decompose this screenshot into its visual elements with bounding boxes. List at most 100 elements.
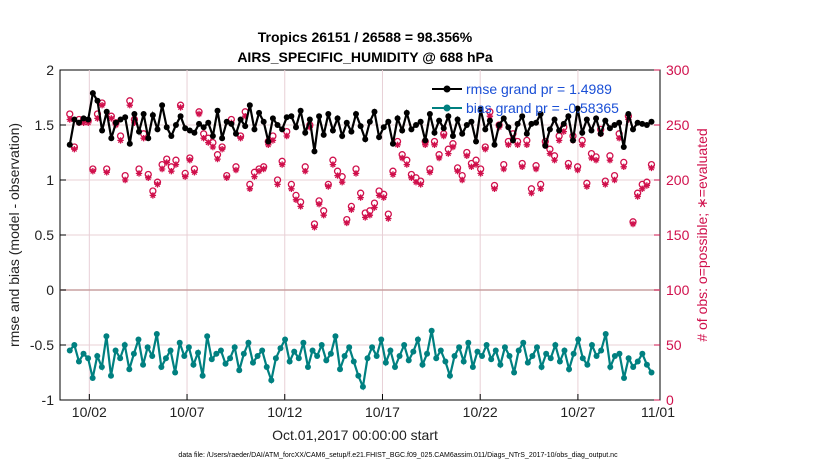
rmse-point [145, 135, 152, 142]
bias-point [634, 358, 641, 365]
bias-point [236, 367, 243, 374]
rmse-point [186, 127, 193, 134]
rmse-point [112, 119, 119, 126]
obs-evaluated-point [283, 132, 290, 140]
obs-evaluated-point [98, 102, 106, 109]
rmse-point [523, 130, 530, 137]
rmse-point [459, 130, 466, 137]
obs-evaluated-point [163, 159, 170, 166]
bias-point [176, 339, 183, 346]
bias-point [318, 342, 325, 348]
rmse-point [362, 136, 369, 143]
bias-point [185, 344, 192, 351]
rmse-point [246, 102, 253, 109]
rmse-point [297, 107, 304, 114]
bias-point [424, 350, 431, 357]
bias-point [584, 361, 591, 368]
obs-evaluated-point [385, 215, 392, 222]
rmse-point [283, 114, 290, 121]
rmse-point [117, 116, 124, 123]
obs-evaluated-point [103, 169, 110, 176]
bias-point [204, 333, 211, 340]
obs-evaluated-point [445, 150, 452, 157]
rmse-point [574, 105, 581, 112]
chart-title-line1: Tropics 26151 / 26588 = 98.356% [258, 29, 473, 45]
y-tick-label-right: 200 [666, 172, 690, 188]
bias-point [552, 342, 559, 348]
obs-evaluated-point [551, 157, 558, 164]
rmse-point [288, 113, 295, 120]
bias-point [391, 364, 398, 370]
bias-point [98, 364, 105, 370]
obs-evaluated-point [394, 141, 401, 148]
obs-evaluated-point [463, 152, 471, 159]
obs-evaluated-point [320, 212, 327, 219]
y-tick-label-right: 0 [666, 392, 674, 408]
obs-evaluated-point [265, 141, 272, 148]
rmse-point [403, 109, 410, 116]
bias-point [254, 353, 261, 359]
bias-point [332, 333, 339, 340]
obs-evaluated-point [140, 135, 147, 142]
x-tick-label: 10/17 [365, 404, 400, 420]
rmse-point [251, 126, 258, 133]
obs-evaluated-point [620, 163, 627, 170]
x-tick-label: 10/27 [560, 404, 595, 420]
rmse-point [140, 111, 147, 117]
obs-evaluated-point [131, 119, 138, 126]
bias-point [341, 353, 348, 359]
bias-point [103, 333, 110, 340]
legend-bias-label: bias grand pr = -0.58365 [466, 100, 619, 116]
rmse-point [611, 122, 618, 128]
y-tick-label-right: 250 [666, 117, 690, 133]
bias-point [71, 342, 78, 348]
obs-evaluated-point [232, 166, 240, 174]
bias-point [107, 372, 114, 379]
obs-evaluated-point [218, 146, 226, 153]
bias-point [373, 353, 380, 359]
obs-evaluated-point [186, 157, 194, 164]
bias-point [419, 361, 426, 368]
bias-point [401, 342, 408, 348]
rmse-point [477, 106, 484, 113]
obs-evaluated-point [366, 212, 374, 219]
bias-point [501, 344, 508, 351]
obs-evaluated-point [514, 141, 521, 148]
obs-evaluated-point [643, 182, 651, 189]
bias-point [121, 342, 128, 348]
rmse-point [454, 116, 461, 123]
bias-point [488, 356, 495, 363]
rmse-point [191, 129, 198, 136]
bias-point [337, 366, 344, 373]
bias-point [195, 349, 202, 356]
obs-evaluated-point [66, 116, 73, 123]
rmse-point [302, 129, 309, 136]
obs-evaluated-point [89, 168, 97, 175]
obs-evaluated-point [237, 135, 244, 142]
obs-evaluated-point [615, 135, 623, 142]
bias-point [451, 353, 458, 359]
bias-point [355, 372, 362, 379]
y-tick-label-right: 150 [666, 227, 690, 243]
obs-evaluated-point [454, 168, 461, 175]
rmse-point [417, 118, 424, 125]
obs-evaluated-point [606, 157, 614, 164]
bias-point [217, 347, 224, 354]
bias-point [75, 358, 82, 365]
obs-evaluated-point [205, 139, 212, 146]
bias-point [474, 348, 481, 355]
rmse-point [505, 124, 512, 131]
bias-point [162, 355, 169, 362]
rmse-point [182, 125, 189, 132]
rmse-point [159, 102, 166, 109]
bias-point [85, 355, 92, 362]
obs-evaluated-point [181, 173, 189, 180]
bias-point [268, 377, 275, 384]
rmse-point [214, 107, 221, 114]
rmse-point [348, 128, 355, 135]
obs-evaluated-point [306, 124, 314, 131]
bias-point [483, 342, 490, 348]
bias-point [277, 345, 284, 352]
bias-point [570, 350, 577, 357]
bias-point [291, 348, 298, 355]
